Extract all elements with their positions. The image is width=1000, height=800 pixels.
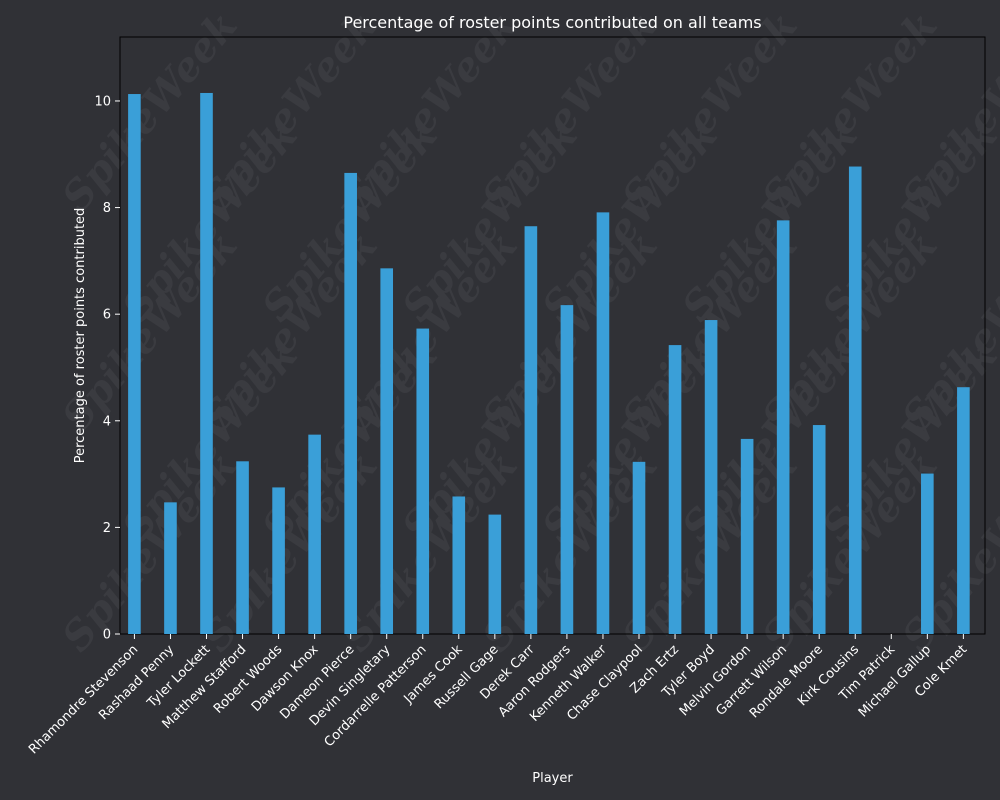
bar — [344, 172, 357, 634]
y-tick-label: 0 — [103, 628, 111, 643]
bar — [488, 514, 502, 634]
y-tick-label: 2 — [103, 521, 111, 536]
bar — [236, 461, 249, 634]
bar — [128, 94, 141, 635]
bar — [921, 473, 934, 634]
bar — [668, 345, 682, 634]
y-tick-label: 10 — [94, 94, 111, 109]
bar — [740, 438, 754, 634]
bar — [776, 220, 790, 634]
bar — [272, 487, 285, 634]
bar — [524, 226, 538, 635]
bar — [848, 166, 862, 634]
bar — [596, 212, 610, 634]
y-tick-label: 6 — [103, 308, 111, 323]
y-axis: 0 2 4 6 8 10 — [94, 94, 120, 643]
bar — [416, 328, 430, 634]
bar — [560, 305, 574, 634]
bar — [164, 502, 177, 634]
x-axis-label: Player — [532, 771, 573, 786]
chart-title: Percentage of roster points contributed … — [343, 13, 761, 32]
bar — [200, 92, 213, 634]
bars-layer — [128, 92, 970, 635]
bar — [704, 320, 718, 634]
y-axis-label: Percentage of roster points contributed — [73, 208, 88, 464]
bar — [452, 496, 466, 634]
bar — [380, 268, 394, 634]
bar — [957, 387, 970, 634]
y-tick-label: 8 — [103, 201, 111, 216]
bar — [308, 434, 321, 634]
bar — [632, 461, 646, 634]
bar — [812, 425, 826, 634]
plot-area — [119, 36, 986, 635]
y-tick-label: 4 — [103, 414, 111, 429]
